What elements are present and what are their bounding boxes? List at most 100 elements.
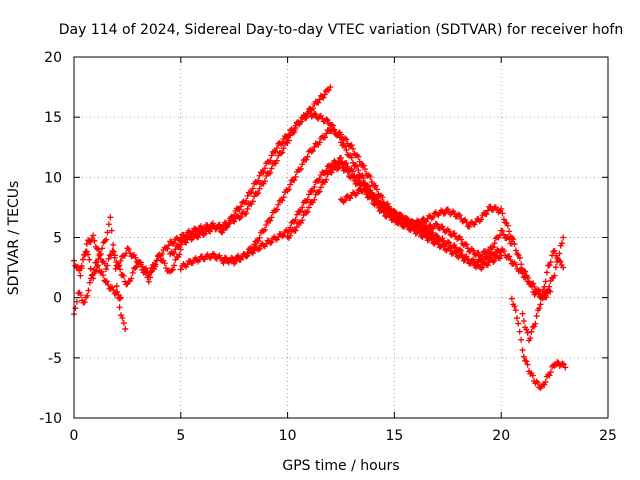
data-point xyxy=(132,254,139,261)
data-point xyxy=(355,173,362,180)
data-point xyxy=(458,236,465,243)
data-point xyxy=(560,361,567,368)
data-point xyxy=(299,161,306,168)
data-point xyxy=(464,256,471,263)
data-point xyxy=(105,281,112,288)
data-point xyxy=(231,218,238,225)
data-point xyxy=(551,362,558,369)
data-point xyxy=(446,228,453,235)
data-point xyxy=(506,253,513,260)
data-point xyxy=(244,205,251,212)
data-point xyxy=(78,262,85,269)
data-point xyxy=(484,262,491,269)
x-tick-label: 25 xyxy=(599,428,617,444)
data-point xyxy=(396,213,403,220)
data-point xyxy=(491,240,498,247)
data-point xyxy=(428,215,435,222)
data-point xyxy=(273,157,280,164)
y-tick-label: -10 xyxy=(39,411,62,427)
data-point xyxy=(418,233,425,240)
data-point xyxy=(504,222,511,229)
data-point xyxy=(540,286,547,293)
data-point xyxy=(212,226,219,233)
data-point xyxy=(103,278,110,285)
data-point xyxy=(91,237,98,244)
data-point xyxy=(547,259,554,266)
data-point xyxy=(268,165,275,172)
data-point xyxy=(189,259,196,266)
data-point xyxy=(416,222,423,229)
data-point xyxy=(478,216,485,223)
data-point xyxy=(347,195,354,202)
data-point xyxy=(360,162,367,169)
y-axis-label: SDTVAR / TECUs xyxy=(6,181,22,296)
data-point xyxy=(321,134,328,141)
data-point xyxy=(128,275,135,282)
data-point xyxy=(212,254,219,261)
data-point xyxy=(503,254,510,261)
data-marks xyxy=(71,84,569,392)
data-point xyxy=(292,227,299,234)
data-point xyxy=(103,266,110,273)
data-point xyxy=(321,91,328,98)
data-point xyxy=(432,220,439,227)
data-point xyxy=(439,223,446,230)
data-point xyxy=(267,169,274,176)
data-point xyxy=(547,369,554,376)
data-point xyxy=(343,166,350,173)
data-point xyxy=(352,174,359,181)
data-point xyxy=(374,200,381,207)
data-point xyxy=(371,195,378,202)
data-point xyxy=(321,170,328,177)
data-point xyxy=(309,105,316,112)
data-point xyxy=(338,160,344,167)
data-point xyxy=(342,135,349,142)
data-point xyxy=(440,243,447,250)
data-point xyxy=(520,353,527,360)
data-point xyxy=(430,239,437,246)
data-point xyxy=(164,245,171,252)
data-point xyxy=(351,177,358,184)
data-point xyxy=(119,272,126,279)
chart-title: Day 114 of 2024, Sidereal Day-to-day VTE… xyxy=(59,22,623,38)
data-point xyxy=(143,265,150,272)
data-point xyxy=(519,310,526,317)
data-point xyxy=(325,87,332,94)
data-point xyxy=(104,229,111,236)
data-point xyxy=(297,219,304,226)
data-point xyxy=(237,203,244,210)
data-point xyxy=(471,221,478,228)
data-point xyxy=(284,233,291,240)
data-point xyxy=(491,252,498,259)
data-point xyxy=(224,222,231,229)
data-point xyxy=(213,225,220,232)
data-point xyxy=(255,177,262,184)
data-point xyxy=(519,347,526,354)
data-point xyxy=(94,245,101,252)
data-point xyxy=(514,251,521,258)
data-point xyxy=(327,84,334,91)
data-point xyxy=(400,223,407,230)
data-point xyxy=(529,372,536,379)
data-point xyxy=(171,250,178,257)
data-point xyxy=(520,318,527,325)
data-point xyxy=(117,257,124,264)
data-point xyxy=(181,262,188,269)
data-point xyxy=(506,236,513,243)
data-point xyxy=(105,221,112,228)
data-point xyxy=(227,217,234,224)
data-point xyxy=(221,257,228,264)
data-point xyxy=(480,209,487,216)
data-point xyxy=(380,202,387,209)
data-point xyxy=(228,254,235,261)
data-point xyxy=(98,268,105,275)
data-point xyxy=(83,248,90,255)
data-point xyxy=(375,197,382,204)
data-series xyxy=(508,295,569,392)
data-point xyxy=(153,257,160,264)
data-point xyxy=(338,196,344,203)
data-point xyxy=(372,182,379,189)
y-tick-label: 0 xyxy=(53,291,62,307)
data-point xyxy=(84,292,91,299)
data-point xyxy=(319,169,326,176)
